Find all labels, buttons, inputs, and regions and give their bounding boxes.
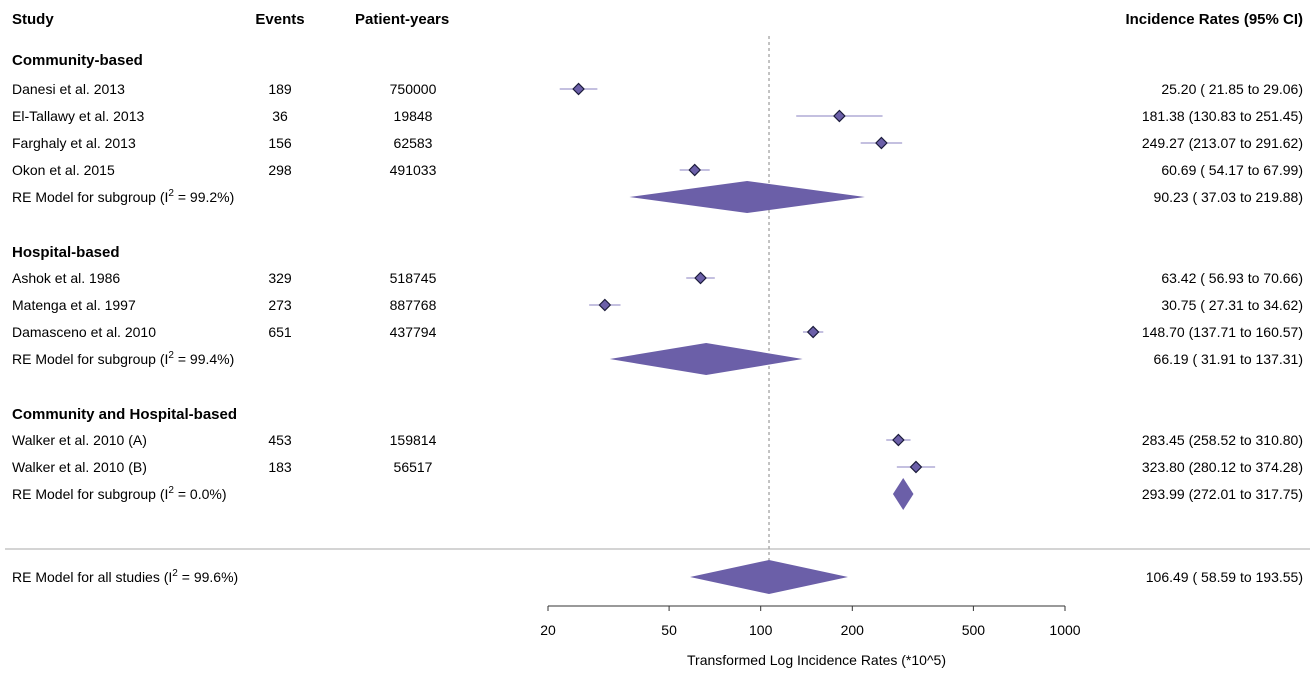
- overall-summary-ci-text: 106.49 ( 58.59 to 193.55): [1146, 569, 1303, 585]
- study-ci-text: 323.80 (280.12 to 374.28): [1142, 459, 1303, 475]
- overall-summary-diamond: [690, 560, 848, 594]
- overall-summary-label: RE Model for all studies (I2 = 99.6%): [12, 568, 238, 585]
- study-name: Walker et al. 2010 (B): [12, 459, 147, 475]
- study-events: 189: [268, 81, 292, 97]
- group-heading: Community-based: [12, 52, 143, 69]
- study-patient-years: 62583: [394, 135, 433, 151]
- subgroup-summary-ci-text: 90.23 ( 37.03 to 219.88): [1154, 189, 1303, 205]
- study-estimate-marker: [598, 298, 612, 312]
- x-axis: 20 50 100 200 500 1000 Transformed Log Inciden…: [540, 605, 1081, 668]
- study-events: 298: [268, 162, 292, 178]
- study-estimate-marker: [909, 460, 923, 474]
- x-axis-tick-label: 1000: [1049, 622, 1080, 638]
- x-axis-tick-label: 200: [841, 622, 865, 638]
- study-events: 183: [268, 459, 292, 475]
- study-ci-text: 30.75 ( 27.31 to 34.62): [1161, 297, 1303, 313]
- study-events: 453: [268, 432, 292, 448]
- subgroup-summary-diamond: [629, 181, 865, 213]
- study-patient-years: 437794: [390, 324, 437, 340]
- study-events: 329: [268, 270, 292, 286]
- x-axis-tick-label: 50: [661, 622, 677, 638]
- subgroup-summary-label: RE Model for subgroup (I2 = 99.4%): [12, 350, 234, 367]
- study-estimate-marker: [572, 82, 585, 96]
- x-axis-tick-label: 100: [749, 622, 773, 638]
- forest-rows: Community-based Danesi et al. 2013 189 7500…: [12, 52, 1303, 594]
- study-name: Matenga et al. 1997: [12, 297, 136, 313]
- study-patient-years: 750000: [390, 81, 437, 97]
- study-name: Farghaly et al. 2013: [12, 135, 136, 151]
- study-column-header: Study: [12, 11, 54, 28]
- study-ci-text: 148.70 (137.71 to 160.57): [1142, 324, 1303, 340]
- study-events: 651: [268, 324, 292, 340]
- study-estimate-marker: [688, 163, 702, 177]
- study-events: 156: [268, 135, 292, 151]
- events-column-header: Events: [255, 11, 304, 28]
- study-ci-text: 249.27 (213.07 to 291.62): [1142, 135, 1303, 151]
- study-name: Walker et al. 2010 (A): [12, 432, 147, 448]
- subgroup-summary-label: RE Model for subgroup (I2 = 99.2%): [12, 188, 234, 205]
- group-heading: Hospital-based: [12, 244, 120, 261]
- study-ci-text: 60.69 ( 54.17 to 67.99): [1161, 162, 1303, 178]
- study-ci-text: 63.42 ( 56.93 to 70.66): [1161, 270, 1303, 286]
- study-patient-years: 518745: [390, 270, 437, 286]
- study-name: Ashok et al. 1986: [12, 270, 120, 286]
- patient-years-column-header: Patient-years: [355, 11, 449, 28]
- study-patient-years: 491033: [390, 162, 437, 178]
- group-heading: Community and Hospital-based: [12, 406, 237, 423]
- study-ci-text: 25.20 ( 21.85 to 29.06): [1161, 81, 1303, 97]
- study-name: Damasceno et al. 2010: [12, 324, 156, 340]
- study-estimate-marker: [806, 325, 820, 339]
- study-patient-years: 159814: [390, 432, 437, 448]
- study-estimate-marker: [833, 109, 846, 123]
- subgroup-summary-diamond: [609, 343, 803, 375]
- study-name: El-Tallawy et al. 2013: [12, 108, 145, 124]
- study-patient-years: 887768: [390, 297, 437, 313]
- study-ci-text: 283.45 (258.52 to 310.80): [1142, 432, 1303, 448]
- incidence-column-header: Incidence Rates (95% CI): [1125, 11, 1303, 28]
- study-patient-years: 56517: [394, 459, 433, 475]
- x-axis-label: Transformed Log Incidence Rates (*10^5): [687, 652, 946, 668]
- study-patient-years: 19848: [394, 108, 433, 124]
- study-estimate-marker: [892, 433, 905, 447]
- study-name: Okon et al. 2015: [12, 162, 115, 178]
- study-events: 36: [272, 108, 288, 124]
- study-estimate-marker: [875, 136, 888, 150]
- study-ci-text: 181.38 (130.83 to 251.45): [1142, 108, 1303, 124]
- study-estimate-marker: [694, 271, 707, 285]
- subgroup-summary-ci-text: 293.99 (272.01 to 317.75): [1142, 486, 1303, 502]
- study-name: Danesi et al. 2013: [12, 81, 125, 97]
- study-events: 273: [268, 297, 292, 313]
- header-row: Study Events Patient-years Incidence Rat…: [12, 11, 1303, 28]
- x-axis-tick-label: 500: [962, 622, 986, 638]
- subgroup-summary-label: RE Model for subgroup (I2 = 0.0%): [12, 485, 227, 502]
- x-axis-tick-label: 20: [540, 622, 556, 638]
- subgroup-summary-ci-text: 66.19 ( 31.91 to 137.31): [1154, 351, 1303, 367]
- subgroup-summary-diamond: [892, 478, 914, 510]
